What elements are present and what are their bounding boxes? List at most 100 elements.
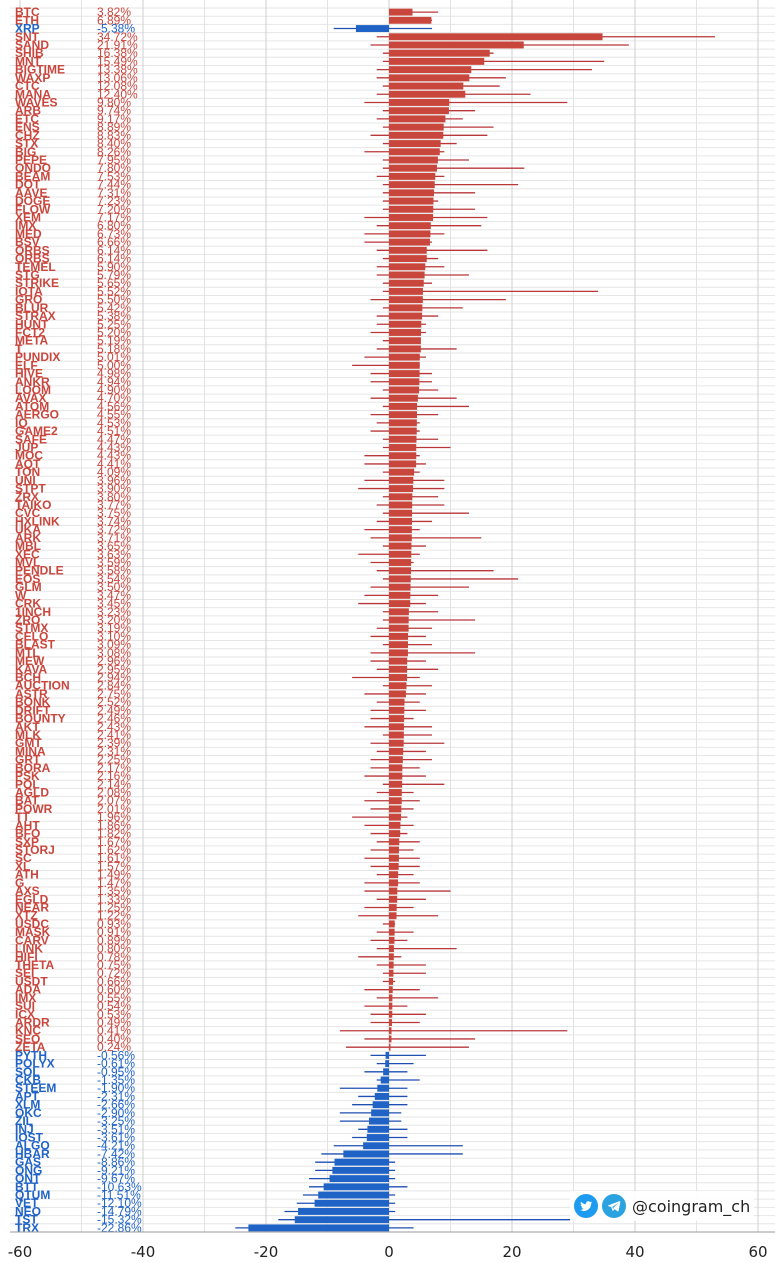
row-symbol: BIGTIME — [15, 63, 65, 77]
bar — [389, 74, 470, 82]
row-symbol: ZRX — [15, 490, 39, 504]
row-value: 7.31% — [97, 186, 131, 200]
row-symbol: TRX — [15, 1221, 39, 1235]
bar — [389, 320, 422, 328]
row-value: -2.31% — [97, 1089, 135, 1103]
row-value: 5.79% — [97, 268, 131, 282]
bar — [389, 82, 464, 90]
row-symbol: TON — [15, 465, 40, 479]
row-symbol: SEO — [15, 1032, 40, 1046]
row-symbol: BORA — [15, 761, 51, 775]
row-value: 4.43% — [97, 440, 131, 454]
bar — [389, 435, 417, 443]
row-symbol: AVAX — [15, 391, 47, 405]
row-symbol: MBL — [15, 539, 41, 553]
x-tick-label: -60 — [8, 1243, 33, 1261]
bar — [389, 197, 434, 205]
row-symbol: ETH — [15, 13, 39, 27]
row-symbol: SC — [15, 851, 32, 865]
row-symbol: STMX — [15, 621, 48, 635]
row-symbol: PENDLE — [15, 564, 64, 578]
twitter-icon[interactable] — [574, 1194, 598, 1218]
bar — [389, 698, 405, 706]
bar — [389, 534, 412, 542]
row-symbol: BTC — [15, 5, 40, 19]
row-value: 5.42% — [97, 301, 131, 315]
bar — [389, 977, 394, 985]
bar — [389, 99, 450, 106]
row-symbol: CELO — [15, 629, 48, 643]
row-value: 2.17% — [97, 761, 131, 775]
bar — [294, 1216, 389, 1224]
row-symbol: META — [15, 334, 48, 348]
x-tick-label: 60 — [748, 1243, 767, 1261]
row-value: 3.10% — [97, 629, 131, 643]
row-value: 13.06% — [97, 71, 138, 85]
row-symbol: ENS — [15, 120, 40, 134]
row-symbol: ARB — [15, 104, 41, 118]
bar — [389, 189, 434, 197]
row-symbol: SOL — [15, 1065, 40, 1079]
row-symbol: ANKR — [15, 375, 50, 389]
row-symbol: GAS — [15, 1155, 41, 1169]
bar — [318, 1191, 389, 1199]
bar — [389, 33, 603, 41]
telegram-icon[interactable] — [602, 1194, 626, 1218]
x-axis: -60 -40 -20 0 20 40 60 — [8, 1231, 775, 1261]
row-symbol: AHT — [15, 818, 40, 832]
row-symbol: EOS — [15, 572, 40, 586]
row-value: 4.98% — [97, 367, 131, 381]
row-symbol: BCH — [15, 671, 41, 685]
row-value: 3.65% — [97, 539, 131, 553]
bar — [389, 624, 409, 632]
bar — [389, 263, 426, 271]
row-symbol: GRO — [15, 293, 42, 307]
row-value: -5.38% — [97, 22, 135, 36]
row-symbol: BONK — [15, 695, 51, 709]
row-symbol: GMT — [15, 736, 42, 750]
bar — [332, 1166, 389, 1174]
row-symbol: SAND — [15, 38, 49, 52]
bar — [389, 246, 427, 254]
bar — [389, 312, 423, 320]
row-value: 2.31% — [97, 744, 131, 758]
bar — [389, 657, 408, 665]
bar — [389, 682, 407, 690]
row-value: 1.25% — [97, 901, 131, 915]
bar — [389, 953, 394, 961]
row-symbol: MNT — [15, 54, 42, 68]
row-value: 1.35% — [97, 884, 131, 898]
row-symbol: MASK — [15, 925, 51, 939]
row-symbol: ZIL — [15, 1114, 33, 1128]
row-symbol: LOOM — [15, 383, 51, 397]
bar — [355, 25, 389, 32]
row-symbol: 1INCH — [15, 605, 51, 619]
row-symbol: IMX — [15, 219, 36, 233]
row-value: -3.25% — [97, 1114, 135, 1128]
bar — [389, 476, 414, 484]
row-symbol: BEAM — [15, 169, 50, 183]
row-value: 0.78% — [97, 950, 131, 964]
row-symbol: NEO — [15, 1204, 41, 1218]
row-symbol: AUCTION — [15, 679, 70, 693]
bar — [389, 862, 399, 870]
row-symbol: T — [15, 342, 23, 356]
row-symbol: STX — [15, 137, 38, 151]
row-value: 0.54% — [97, 999, 131, 1013]
row-value: 5.65% — [97, 276, 131, 290]
bar — [389, 361, 420, 369]
bar — [389, 427, 417, 435]
row-labels: BTC 3.82% ETH 6.89% XRP -5.38% SNT 34.72% SAND 21… — [15, 5, 142, 1235]
row-value: 3.23% — [97, 605, 131, 619]
bar — [323, 1183, 389, 1191]
row-symbol: ONT — [15, 1172, 41, 1186]
row-symbol: GAME2 — [15, 424, 58, 438]
bar — [389, 517, 413, 525]
bar — [389, 90, 466, 98]
bar — [389, 140, 441, 147]
row-symbol: GRT — [15, 753, 41, 767]
bar — [367, 1125, 389, 1133]
row-symbol: KAVA — [15, 662, 48, 676]
bar — [389, 830, 401, 838]
row-value: 4.09% — [97, 465, 131, 479]
